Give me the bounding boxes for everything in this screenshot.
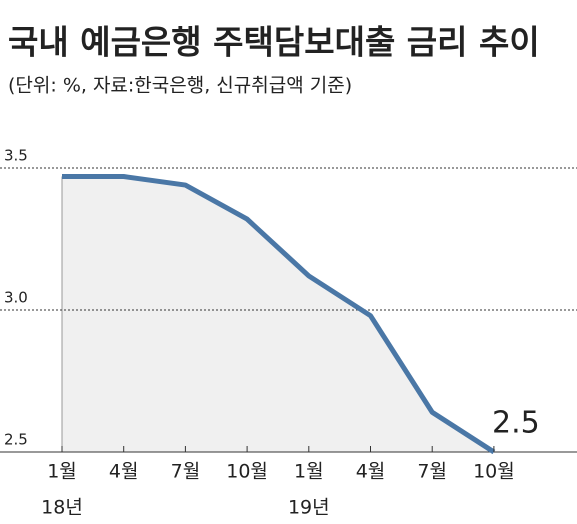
x-tick-label: 1월 xyxy=(294,461,324,483)
chart-subtitle: (단위: %, 자료:한국은행, 신규취급액 기준) xyxy=(8,75,352,97)
value-label: 2.5 xyxy=(492,406,540,441)
chart-title: 국내 예금은행 주택담보대출 금리 추이 xyxy=(8,23,540,62)
x-tick-label: 7월 xyxy=(417,461,447,483)
area xyxy=(62,176,494,452)
x-tick-label: 10월 xyxy=(473,461,515,483)
x-tick-label: 4월 xyxy=(356,461,386,483)
x-tick-label: 4월 xyxy=(109,461,139,483)
x-group-label: 18년 xyxy=(41,497,83,519)
y-tick-label: 3.5 xyxy=(4,147,28,165)
x-tick-label: 10월 xyxy=(226,461,268,483)
x-group-label: 19년 xyxy=(288,497,330,519)
y-tick-label: 3.0 xyxy=(4,289,28,307)
x-tick-label: 1월 xyxy=(47,461,77,483)
x-tick-label: 7월 xyxy=(171,461,201,483)
line xyxy=(62,174,496,455)
y-tick-label: 2.5 xyxy=(4,431,28,449)
